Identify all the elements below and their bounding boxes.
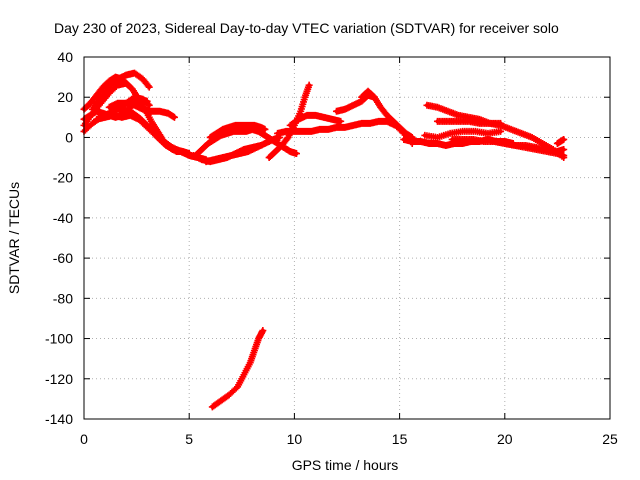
series-markers	[433, 117, 505, 127]
x-tick-label: 10	[287, 431, 303, 447]
series-markers	[88, 69, 153, 113]
series-markers	[105, 99, 178, 121]
series-track-03	[88, 69, 153, 113]
chart-title: Day 230 of 2023, Sidereal Day-to-day VTE…	[54, 20, 559, 36]
ticks: 0 5 10 15 20 25 -140 -120 -100 -80 -60 -40 -20 0 20 40	[45, 49, 618, 447]
series-line	[267, 83, 312, 160]
series-track-13	[202, 133, 284, 166]
y-tick-label: 20	[57, 89, 73, 105]
series-markers	[206, 121, 269, 141]
series-markers	[286, 111, 345, 129]
series-track-18	[358, 87, 378, 101]
series-markers	[208, 327, 267, 411]
y-tick-label: 0	[65, 129, 73, 145]
series-track-24	[490, 137, 568, 156]
y-tick-label: -80	[53, 290, 73, 306]
y-tick-label: -120	[45, 371, 73, 387]
y-tick-label: -20	[53, 170, 73, 186]
x-tick-label: 20	[497, 431, 513, 447]
x-axis-label: GPS time / hours	[292, 457, 399, 473]
series-track-25	[553, 135, 568, 147]
axes	[83, 56, 611, 420]
y-axis-label: SDTVAR / TECUs	[6, 182, 22, 294]
grid	[84, 57, 610, 419]
series-markers	[490, 137, 568, 156]
series-track-15	[274, 117, 416, 147]
series-markers	[421, 127, 505, 141]
series-track-26	[208, 327, 267, 411]
y-tick-label: -40	[53, 210, 73, 226]
x-tick-label: 5	[185, 431, 193, 447]
y-tick-label: -100	[45, 331, 73, 347]
x-tick-label: 0	[80, 431, 88, 447]
series-track-06	[105, 99, 178, 121]
plot-frame	[83, 56, 611, 420]
data-series	[80, 69, 568, 411]
y-tick-label: 40	[57, 49, 73, 65]
y-tick-label: -140	[45, 411, 73, 427]
series-markers	[553, 135, 568, 147]
y-tick-label: -60	[53, 250, 73, 266]
x-tick-label: 25	[602, 431, 618, 447]
series-track-22	[421, 127, 505, 141]
series-track-21	[433, 117, 505, 127]
series-markers	[358, 87, 378, 101]
x-tick-label: 15	[392, 431, 408, 447]
series-markers	[202, 133, 284, 166]
series-track-16	[286, 111, 345, 129]
series-track-12	[206, 121, 269, 141]
